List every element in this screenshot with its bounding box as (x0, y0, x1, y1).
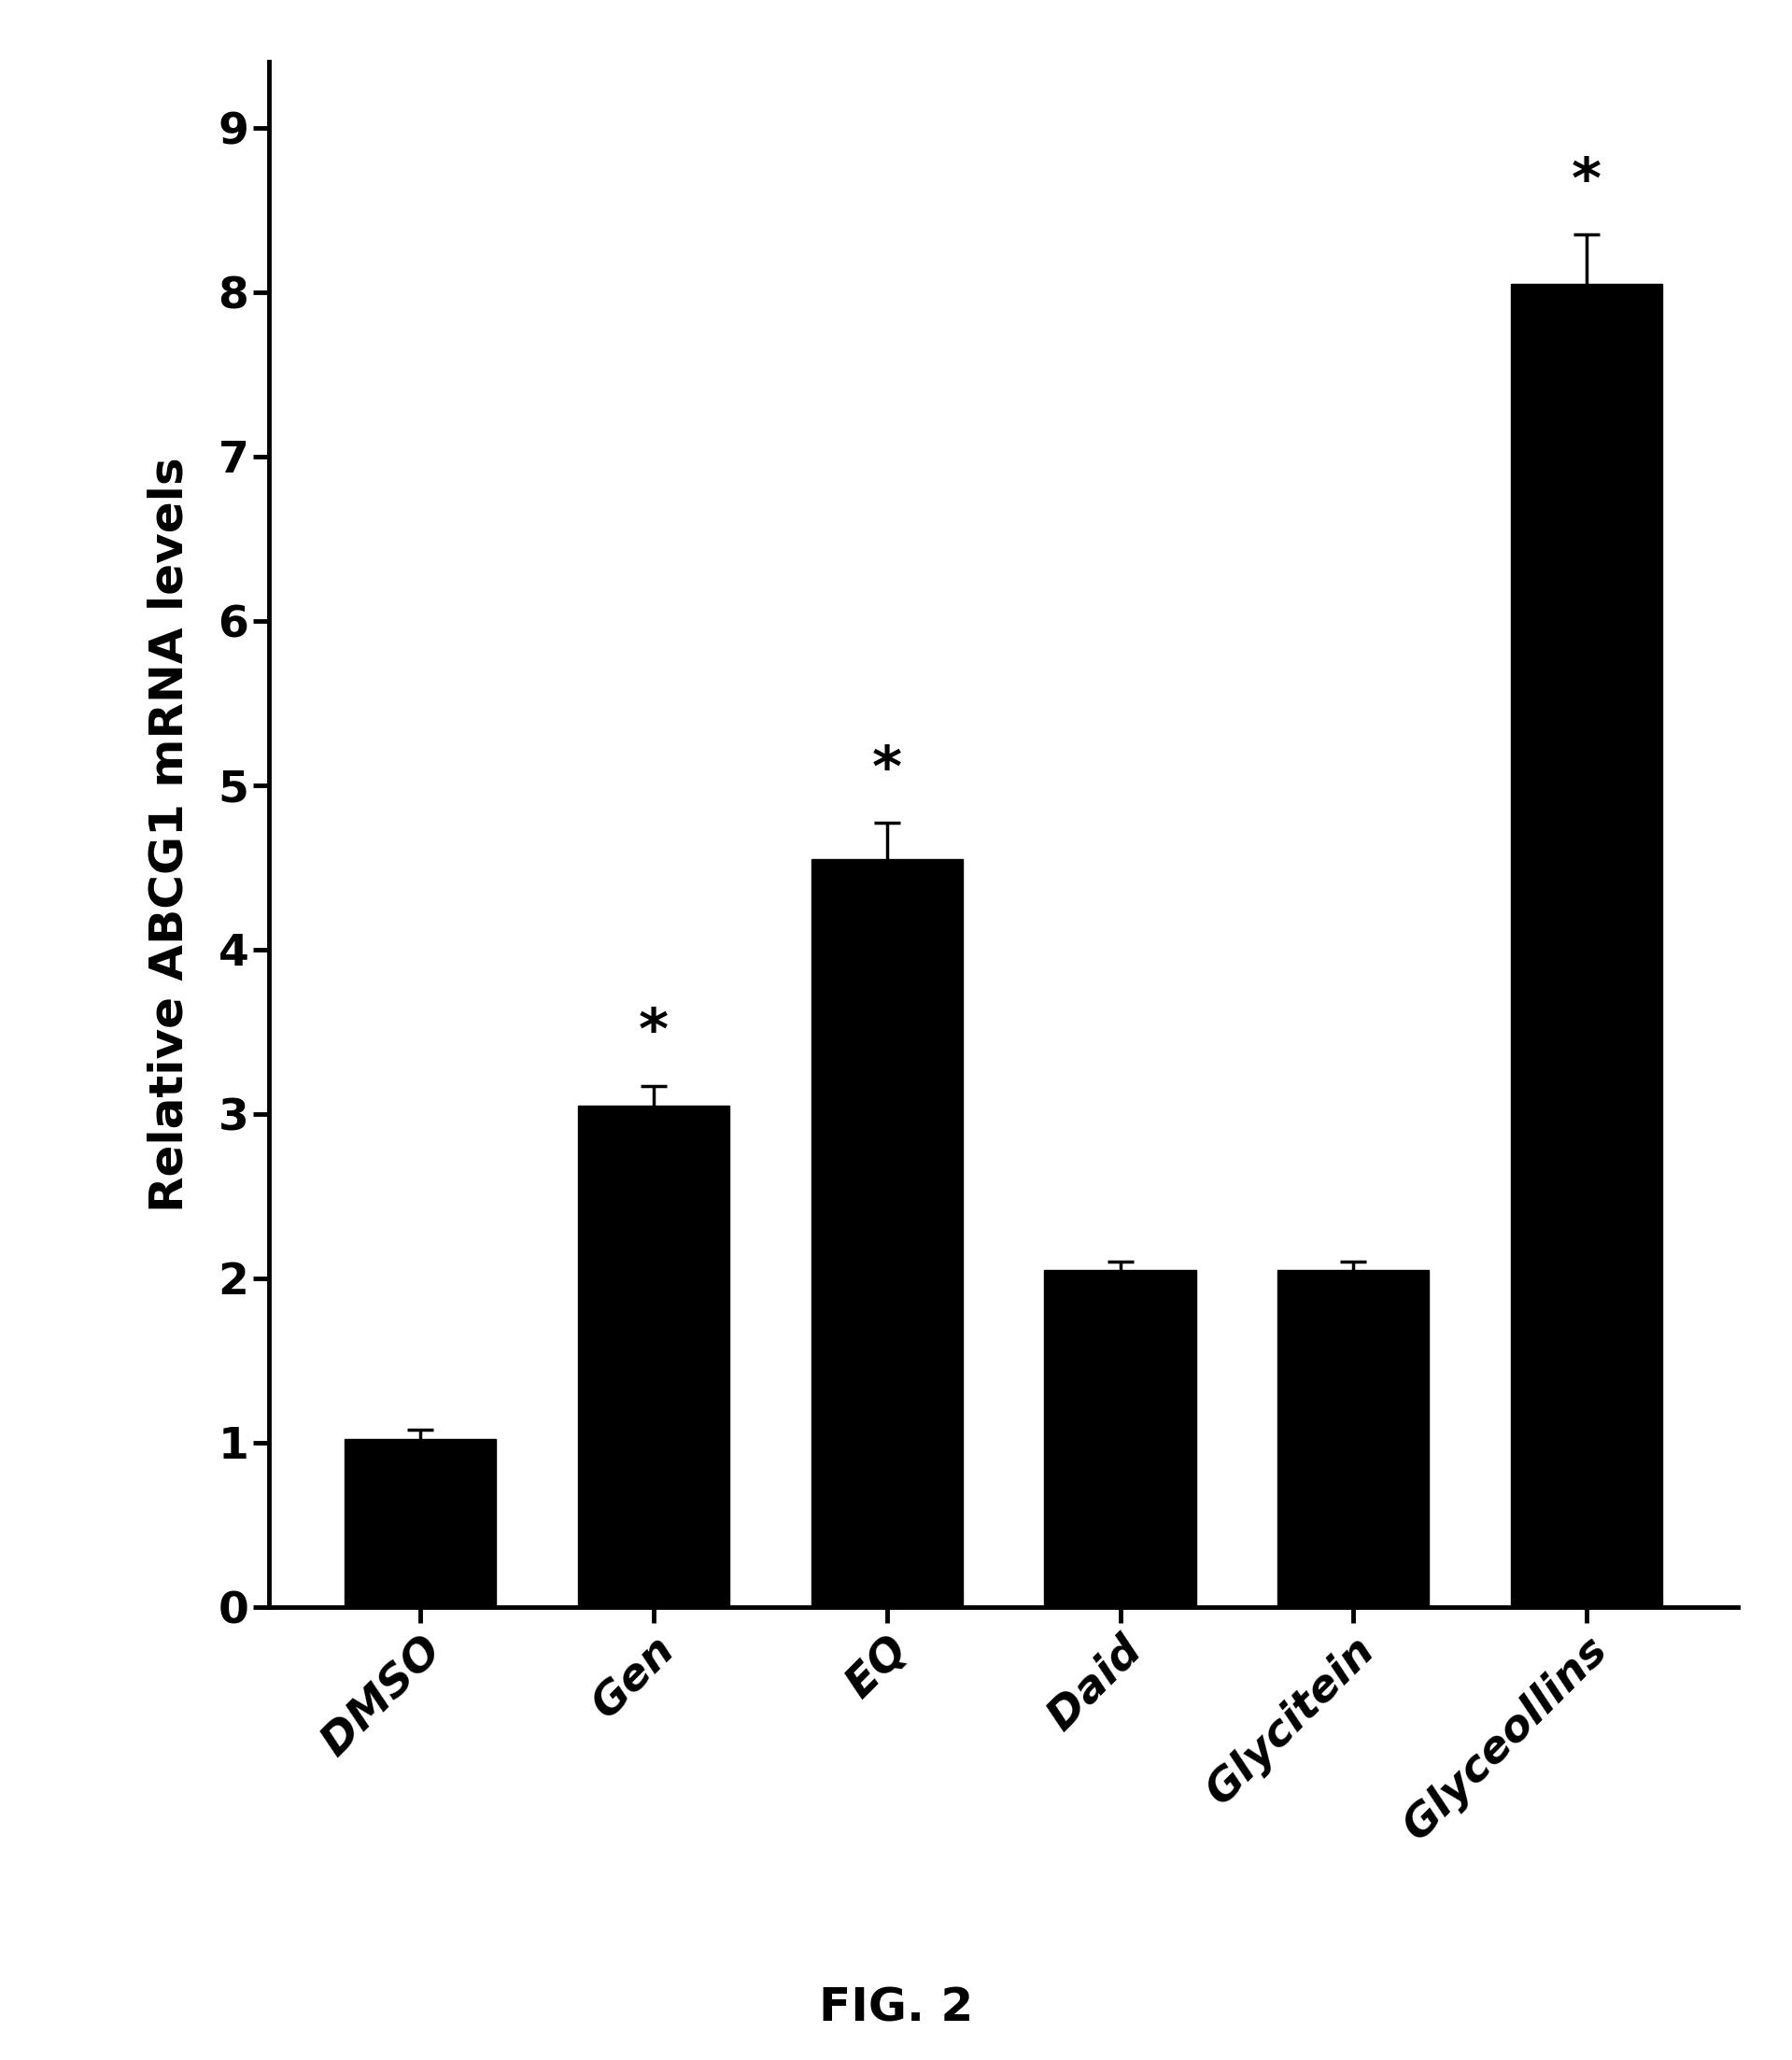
Text: *: * (638, 1005, 668, 1061)
Bar (344, 1440, 496, 1607)
Text: FIG. 2: FIG. 2 (819, 1986, 973, 2031)
Bar (1278, 1269, 1430, 1607)
Text: *: * (873, 744, 901, 797)
Bar (812, 859, 962, 1607)
Text: *: * (1572, 154, 1602, 210)
Bar (1511, 284, 1663, 1607)
Y-axis label: Relative ABCG1 mRNA levels: Relative ABCG1 mRNA levels (147, 457, 192, 1211)
Bar (577, 1106, 729, 1607)
Bar (1045, 1269, 1195, 1607)
